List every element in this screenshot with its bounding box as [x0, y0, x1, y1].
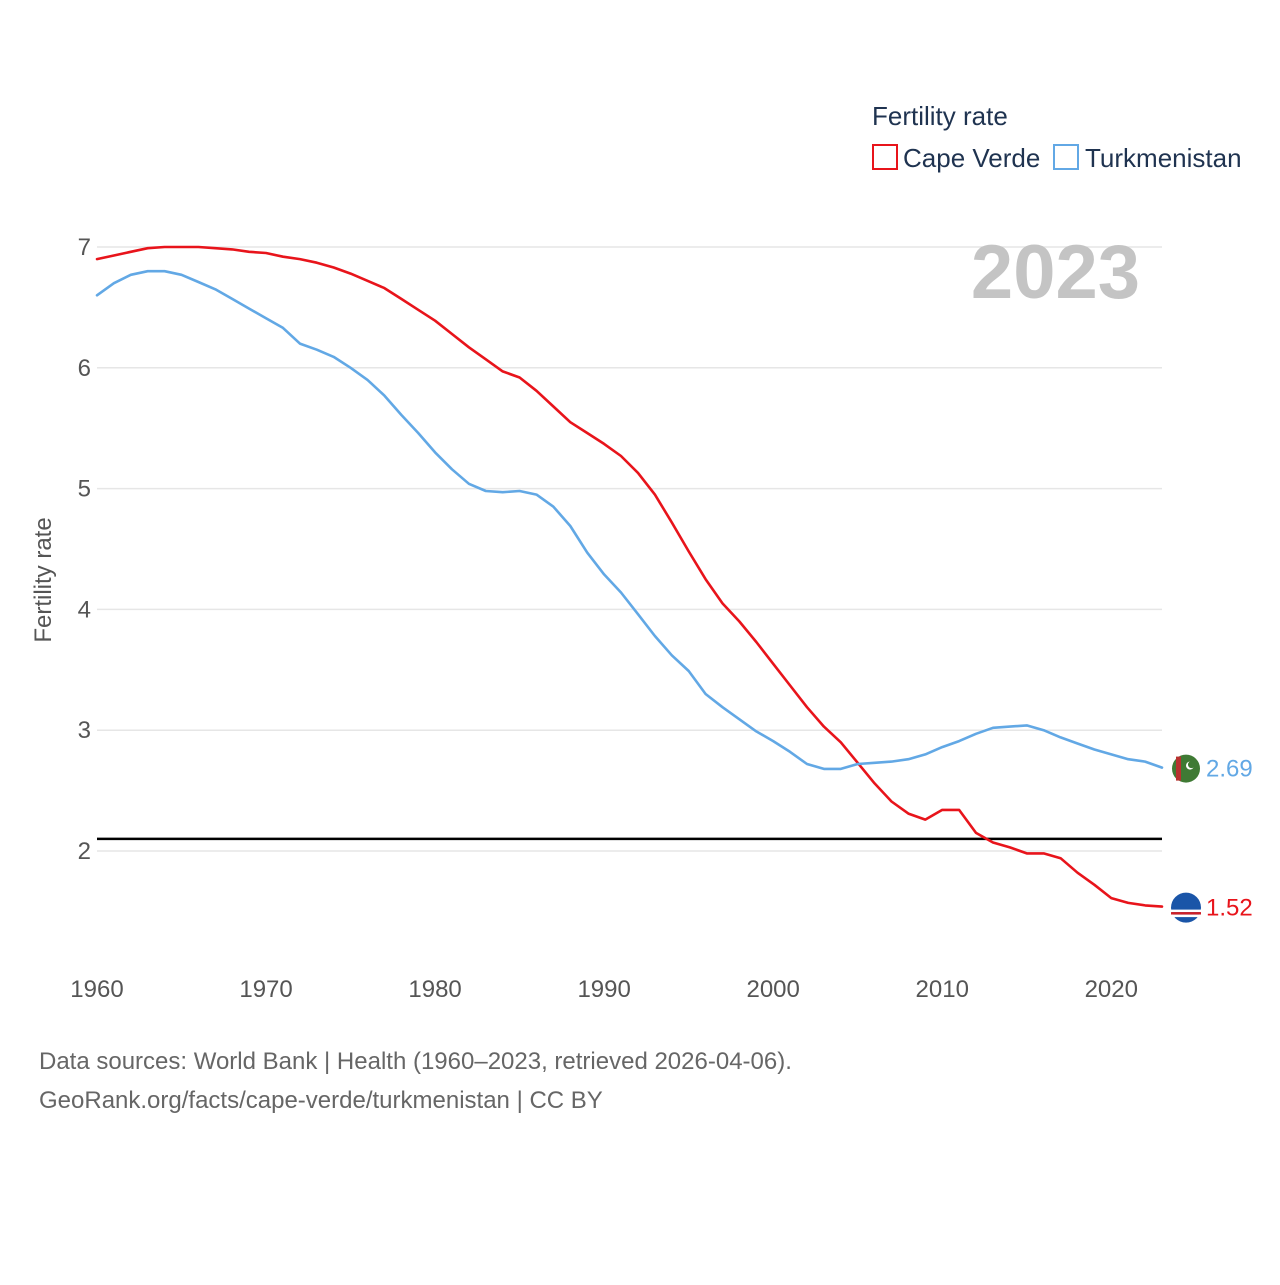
- x-tick-label-2020: 2020: [1085, 976, 1138, 1003]
- source-url-text[interactable]: GeoRank.org/facts/cape-verde/turkmenista…: [39, 1087, 603, 1114]
- legend-label-turkmenistan: Turkmenistan: [1085, 143, 1242, 173]
- y-tick-label-2: 2: [78, 838, 91, 865]
- legend-item-turkmenistan[interactable]: Turkmenistan: [1053, 143, 1242, 173]
- end-marker-cape-verde: 1.52: [1171, 892, 1253, 923]
- legend-swatch-turkmenistan: [1053, 144, 1079, 170]
- x-tick-label-2000: 2000: [746, 976, 799, 1003]
- end-label-turkmenistan: 2.69: [1206, 756, 1253, 783]
- end-label-cape-verde: 1.52: [1206, 895, 1253, 922]
- series-line-turkmenistan[interactable]: [95, 269, 1164, 771]
- x-tick-label-1990: 1990: [577, 976, 630, 1003]
- legend-item-cape-verde[interactable]: Cape Verde: [872, 143, 1040, 173]
- year-watermark: 2023: [971, 230, 1140, 315]
- series-layer: [95, 245, 1164, 908]
- x-axis-ticks: 1960 1970 1980 1990 2000 2010 2020: [70, 976, 1138, 1003]
- legend-label-cape-verde: Cape Verde: [903, 143, 1040, 173]
- x-tick-label-1980: 1980: [408, 976, 461, 1003]
- series-line-cape-verde[interactable]: [95, 245, 1164, 908]
- cape-verde-flag: [1171, 892, 1201, 923]
- y-tick-label-3: 3: [78, 717, 91, 744]
- legend-swatch-cape-verde: [872, 144, 898, 170]
- end-marker-turkmenistan: 2.69: [1172, 754, 1253, 783]
- x-tick-label-2010: 2010: [916, 976, 969, 1003]
- y-tick-label-7: 7: [78, 234, 91, 261]
- turkmenistan-flag: [1172, 754, 1200, 783]
- x-tick-label-1970: 1970: [239, 976, 292, 1003]
- gridlines: [97, 246, 1162, 852]
- legend-title: Fertility rate: [872, 101, 1008, 131]
- y-tick-label-5: 5: [78, 476, 91, 503]
- legend: Fertility rate Cape Verde Turkmenistan: [872, 101, 1242, 173]
- y-tick-label-6: 6: [78, 355, 91, 382]
- x-tick-label-1960: 1960: [70, 976, 123, 1003]
- y-axis-title: Fertility rate: [30, 517, 57, 642]
- y-tick-label-4: 4: [78, 596, 91, 623]
- y-axis-ticks: 2 3 4 5 6 7: [78, 234, 91, 865]
- data-source-text: Data sources: World Bank | Health (1960–…: [39, 1048, 792, 1075]
